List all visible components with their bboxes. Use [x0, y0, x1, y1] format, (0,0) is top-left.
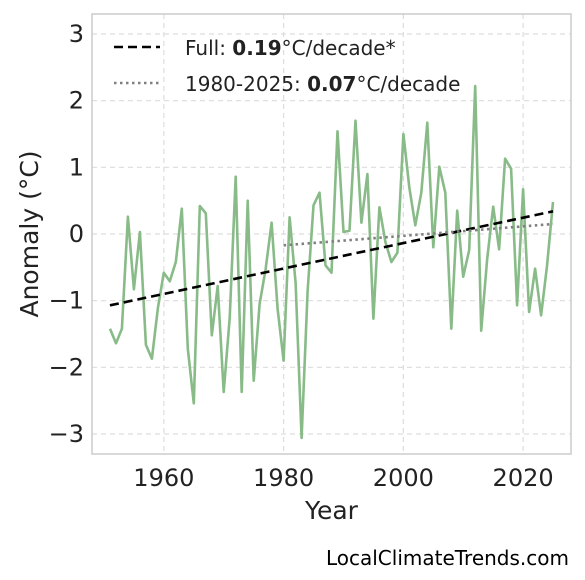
- anomaly-series-line: [108, 84, 555, 440]
- y-tick-label: 3: [69, 20, 84, 48]
- legend-entry-full: Full: 0.19°C/decade*: [185, 36, 396, 60]
- x-tick-labels: 1960 1980 2000 2020: [133, 464, 553, 492]
- y-tick-label: 0: [69, 220, 84, 248]
- legend: Full: 0.19°C/decade* 1980-2025: 0.07°C/d…: [114, 36, 460, 96]
- y-tick-label: −2: [49, 353, 84, 381]
- legend-full-suffix: °C/decade*: [282, 36, 396, 60]
- legend-full-prefix: Full:: [185, 36, 232, 60]
- y-tick-labels: 3 2 1 0 −1 −2 −3: [49, 20, 84, 448]
- full-trend-line: [109, 210, 554, 307]
- grid-lines: [92, 14, 571, 454]
- legend-recent-suffix: °C/decade: [356, 72, 460, 96]
- legend-full-value: 0.19: [232, 36, 281, 60]
- x-tick-label: 1980: [253, 464, 314, 492]
- y-tick-label: 2: [69, 87, 84, 115]
- x-axis-label: Year: [304, 496, 359, 525]
- y-tick-label: −3: [49, 420, 84, 448]
- plot-frame: [91, 13, 572, 455]
- y-tick-label: −1: [49, 287, 84, 315]
- legend-recent-value: 0.07: [307, 72, 356, 96]
- legend-entry-recent: 1980-2025: 0.07°C/decade: [185, 72, 460, 96]
- x-tick-label: 1960: [133, 464, 194, 492]
- legend-recent-prefix: 1980-2025:: [185, 72, 307, 96]
- trend-layer: [109, 210, 554, 307]
- x-tick-label: 2020: [493, 464, 554, 492]
- watermark-text: LocalClimateTrends.com: [325, 546, 569, 570]
- y-axis-label: Anomaly (°C): [15, 150, 44, 317]
- x-tick-label: 2000: [373, 464, 434, 492]
- series-layer: [108, 84, 555, 440]
- y-tick-label: 1: [69, 153, 84, 181]
